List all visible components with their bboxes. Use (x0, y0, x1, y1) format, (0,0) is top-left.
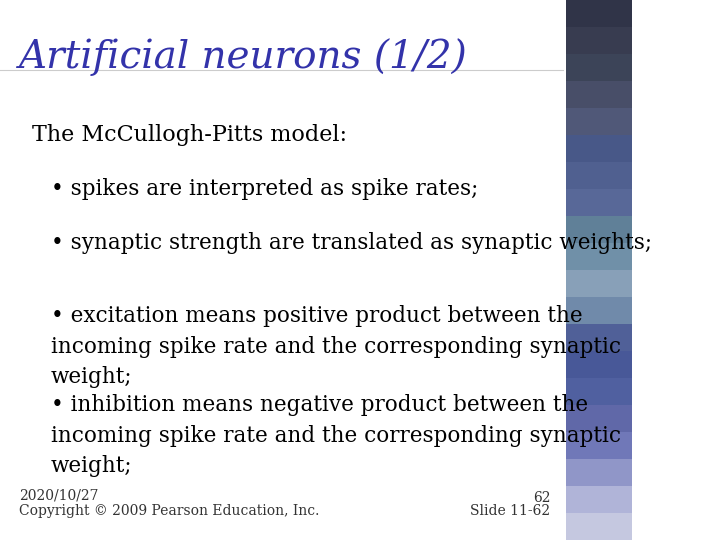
Text: Artificial neurons (1/2): Artificial neurons (1/2) (19, 38, 468, 76)
Bar (566, 54, 632, 81)
Bar (566, 243, 632, 270)
Bar (566, 108, 632, 135)
Bar (566, 216, 632, 243)
Text: Slide 11-62: Slide 11-62 (470, 504, 550, 518)
Text: 2020/10/27
Copyright © 2009 Pearson Education, Inc.: 2020/10/27 Copyright © 2009 Pearson Educ… (19, 488, 320, 518)
Bar (566, 459, 632, 486)
Bar (566, 189, 632, 216)
Bar (566, 513, 632, 540)
Bar (566, 27, 632, 54)
Bar (566, 351, 632, 378)
Bar (566, 405, 632, 432)
Text: • inhibition means negative product between the
incoming spike rate and the corr: • inhibition means negative product betw… (50, 394, 621, 477)
Bar (566, 432, 632, 459)
Bar (566, 162, 632, 189)
Bar (566, 135, 632, 162)
Bar (566, 0, 632, 27)
Bar (566, 324, 632, 351)
Text: • synaptic strength are translated as synaptic weights;: • synaptic strength are translated as sy… (50, 232, 652, 254)
Text: 62: 62 (533, 491, 550, 505)
Text: • spikes are interpreted as spike rates;: • spikes are interpreted as spike rates; (50, 178, 478, 200)
Bar (566, 270, 632, 297)
Bar (566, 378, 632, 405)
Bar (566, 81, 632, 108)
Bar (566, 486, 632, 513)
Text: • excitation means positive product between the
incoming spike rate and the corr: • excitation means positive product betw… (50, 305, 621, 388)
Text: The McCullogh-Pitts model:: The McCullogh-Pitts model: (32, 124, 346, 146)
Bar (566, 297, 632, 324)
